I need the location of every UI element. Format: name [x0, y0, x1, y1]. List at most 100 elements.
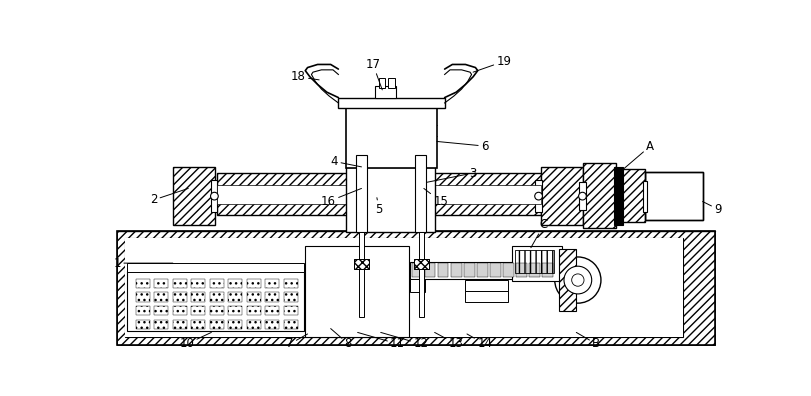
Bar — [534, 180, 542, 212]
Bar — [644, 172, 702, 220]
Text: C: C — [530, 218, 547, 248]
Bar — [465, 280, 507, 291]
Bar — [135, 292, 149, 302]
Bar — [209, 320, 223, 329]
Bar — [379, 78, 385, 88]
Bar — [463, 263, 474, 277]
Circle shape — [534, 192, 542, 200]
Bar — [418, 232, 423, 317]
Text: 9: 9 — [702, 202, 721, 216]
Text: 11: 11 — [357, 332, 405, 350]
Bar — [173, 278, 187, 288]
Bar — [515, 250, 553, 273]
Bar — [283, 320, 297, 329]
Bar — [450, 263, 461, 277]
Circle shape — [554, 257, 600, 303]
Bar — [211, 180, 217, 212]
Bar — [411, 263, 422, 277]
Text: 1: 1 — [114, 257, 173, 270]
Bar — [388, 78, 394, 88]
Bar — [559, 249, 576, 311]
Text: 13: 13 — [434, 332, 463, 350]
Bar — [503, 263, 513, 277]
Bar — [582, 163, 615, 228]
Bar — [345, 105, 436, 168]
Bar — [516, 263, 526, 277]
Bar — [338, 97, 444, 109]
Bar — [247, 320, 260, 329]
Bar — [437, 263, 448, 277]
Bar — [354, 259, 369, 268]
Bar — [410, 278, 425, 292]
Bar — [173, 306, 187, 316]
Bar — [209, 292, 223, 302]
Bar — [191, 278, 205, 288]
Bar — [173, 292, 187, 302]
Bar — [356, 155, 367, 232]
Bar — [465, 291, 507, 302]
Bar — [228, 292, 242, 302]
Bar — [209, 306, 223, 316]
Bar — [265, 278, 279, 288]
Circle shape — [564, 266, 591, 294]
Text: 4: 4 — [330, 155, 361, 168]
Text: 3: 3 — [427, 167, 476, 182]
Bar — [540, 167, 582, 225]
Bar — [345, 167, 434, 232]
Bar — [305, 246, 409, 337]
Bar — [414, 259, 429, 268]
Text: 15: 15 — [423, 188, 448, 208]
Bar — [283, 306, 297, 316]
Bar — [154, 292, 168, 302]
Text: 12: 12 — [380, 332, 427, 350]
Bar — [135, 278, 149, 288]
Bar — [209, 278, 223, 288]
Text: 19: 19 — [473, 55, 511, 72]
Circle shape — [578, 192, 586, 200]
Bar — [135, 320, 149, 329]
Bar — [191, 320, 205, 329]
Bar — [354, 259, 369, 268]
Circle shape — [210, 192, 218, 200]
Bar — [154, 306, 168, 316]
Bar — [511, 246, 561, 281]
Text: 2: 2 — [150, 188, 188, 206]
Bar — [579, 182, 585, 210]
Text: 7: 7 — [285, 334, 307, 350]
Text: 8: 8 — [330, 329, 352, 350]
Text: 5: 5 — [375, 198, 383, 216]
Bar — [118, 231, 714, 345]
Bar — [265, 320, 279, 329]
Bar — [621, 169, 644, 221]
Bar — [217, 173, 540, 215]
Bar — [125, 238, 571, 337]
Text: 17: 17 — [365, 58, 382, 90]
Bar — [247, 278, 260, 288]
Bar — [415, 155, 426, 232]
Text: B: B — [576, 332, 599, 350]
Bar — [424, 263, 435, 277]
Bar — [571, 238, 683, 337]
Bar — [118, 231, 714, 345]
Bar — [228, 306, 242, 316]
Bar — [642, 181, 646, 211]
Bar — [154, 278, 168, 288]
Bar — [529, 263, 539, 277]
Bar — [613, 167, 623, 225]
Text: 6: 6 — [436, 139, 488, 152]
Text: 10: 10 — [179, 332, 211, 350]
Bar — [191, 292, 205, 302]
Text: 14: 14 — [466, 334, 491, 350]
Bar — [358, 232, 363, 317]
Bar — [265, 306, 279, 316]
Bar — [542, 263, 552, 277]
Bar — [173, 167, 215, 225]
Circle shape — [571, 274, 583, 286]
Bar — [247, 292, 260, 302]
Bar — [127, 271, 303, 331]
Bar — [228, 278, 242, 288]
Bar — [228, 320, 242, 329]
Bar — [135, 306, 149, 316]
Bar — [283, 292, 297, 302]
Bar — [125, 238, 571, 337]
